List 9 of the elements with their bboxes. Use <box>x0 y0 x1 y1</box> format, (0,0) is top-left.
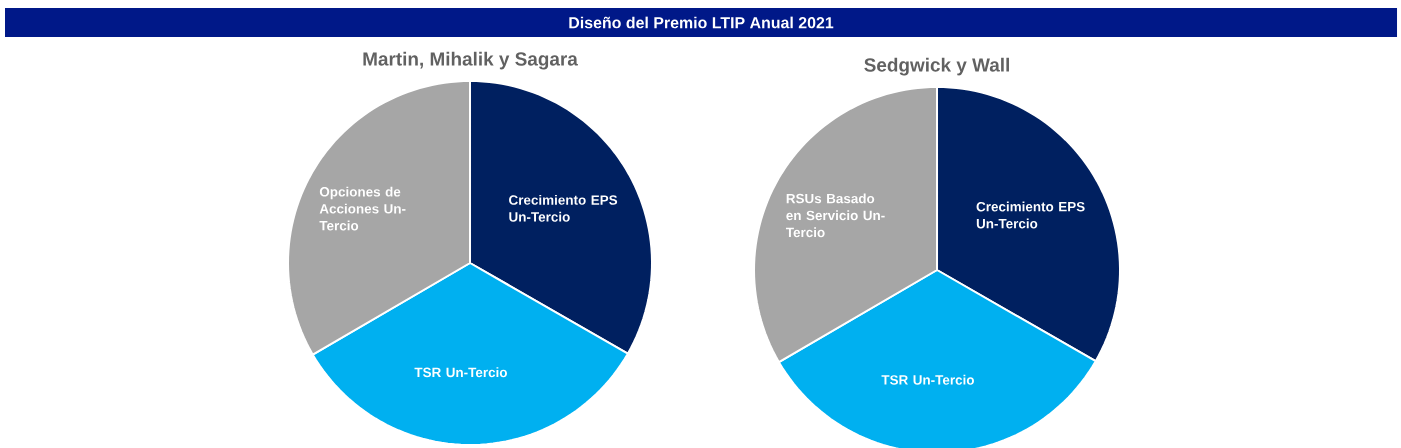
slice-label: TSR Un-Tercio <box>881 374 974 385</box>
slice-label: RSUs Basado en Servicio Un-Tercio <box>785 193 885 238</box>
slice-label: Opciones de Acciones Un-Tercio <box>319 186 406 231</box>
text: Diseño del Premio LTIP Anual 2021 <box>569 16 834 29</box>
slice-label: TSR Un-Tercio <box>414 367 507 378</box>
chart-title: Martin, Mihalik y Sagara <box>363 51 578 70</box>
chart-title: Sedgwick y Wall <box>864 57 1009 76</box>
slice-label: Crecimiento EPS Un-Tercio <box>976 201 1085 229</box>
slice-label: Crecimiento EPS Un-Tercio <box>509 194 618 222</box>
